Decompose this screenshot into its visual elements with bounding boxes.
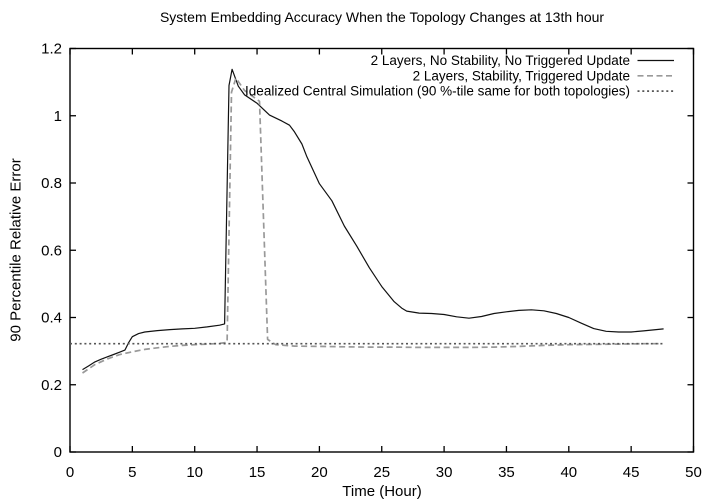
y-tick-label: 0.4 — [41, 310, 62, 327]
x-tick-label: 20 — [311, 464, 328, 481]
y-tick-label: 0.2 — [41, 377, 62, 394]
x-tick-label: 35 — [498, 464, 515, 481]
x-tick-label: 15 — [249, 464, 266, 481]
x-tick-label: 30 — [436, 464, 453, 481]
x-tick-label: 10 — [186, 464, 203, 481]
chart-title: System Embedding Accuracy When the Topol… — [159, 9, 605, 25]
x-tick-label: 45 — [623, 464, 640, 481]
x-tick-label: 50 — [685, 464, 702, 481]
y-tick-label: 1 — [54, 108, 62, 125]
series-line-1 — [82, 68, 664, 371]
y-tick-label: 0 — [54, 444, 62, 461]
y-tick-label: 1.2 — [41, 41, 62, 58]
x-tick-label: 25 — [373, 464, 390, 481]
x-tick-label: 5 — [128, 464, 136, 481]
series-line-2 — [82, 77, 663, 374]
plot-border — [69, 47, 695, 453]
y-tick-label: 0.8 — [41, 175, 62, 192]
x-tick-label: 0 — [66, 464, 74, 481]
legend-label: 2 Layers, No Stability, No Triggered Upd… — [371, 53, 630, 68]
x-axis-label: Time (Hour) — [342, 483, 422, 500]
x-tick-label: 40 — [560, 464, 577, 481]
legend-label: Idealized Central Simulation (90 %-tile … — [245, 84, 630, 99]
legend-label: 2 Layers, Stability, Triggered Update — [413, 68, 630, 83]
y-tick-label: 0.6 — [41, 242, 62, 259]
